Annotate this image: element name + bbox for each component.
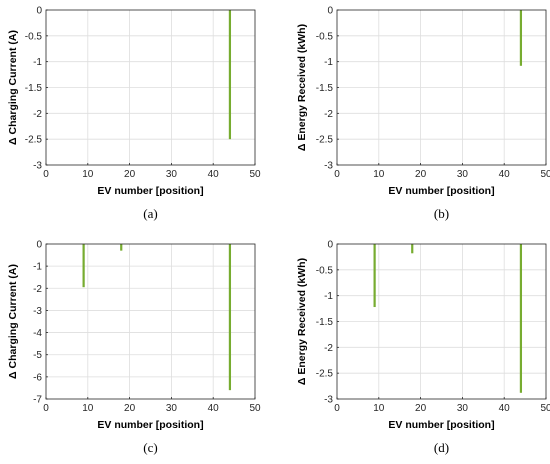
panel-label: (c) (143, 440, 157, 455)
y-tick-label: -1 (324, 291, 333, 302)
x-tick-label: 20 (415, 403, 427, 414)
plot-area (46, 244, 255, 399)
x-tick-label: 20 (124, 403, 136, 414)
y-tick-label: -1 (324, 57, 333, 68)
y-tick-label: -2.5 (316, 135, 334, 146)
x-tick-label: 50 (249, 403, 261, 414)
x-tick-label: 0 (43, 169, 49, 180)
y-tick-label: -2 (33, 109, 42, 120)
x-tick-label: 30 (166, 403, 178, 414)
y-tick-label: -7 (33, 395, 42, 406)
y-axis-title: Δ Energy Received (kWh) (296, 258, 308, 385)
bar (120, 244, 123, 251)
y-tick-label: -2 (324, 109, 333, 120)
x-tick-label: 30 (457, 169, 469, 180)
y-axis-title: Δ Charging Current (A) (7, 264, 19, 379)
bar (82, 244, 85, 288)
x-tick-label: 50 (540, 403, 550, 414)
y-tick-label: -2 (324, 343, 333, 354)
chart-panel: 0 10 20 30 40 50 0 -0.5 -1 -1.5 -2 -2.5 -3 EV number … (7, 6, 261, 222)
y-tick-label: -3 (324, 161, 333, 172)
x-tick-label: 0 (334, 169, 340, 180)
x-tick-label: 40 (208, 169, 220, 180)
y-tick-label: 0 (327, 6, 333, 17)
y-tick-label: -3 (33, 161, 42, 172)
x-axis-title: EV number [position] (97, 419, 203, 431)
x-tick-label: 40 (208, 403, 220, 414)
y-axis-title: Δ Charging Current (A) (7, 30, 19, 145)
y-tick-label: 0 (327, 240, 333, 251)
x-tick-label: 30 (166, 169, 178, 180)
chart-panel: 0 10 20 30 40 50 0 -0.5 -1 -1.5 -2 -2.5 -3 EV number … (296, 6, 550, 222)
panel-label: (a) (143, 206, 157, 221)
x-tick-label: 10 (82, 169, 94, 180)
y-tick-label: -0.5 (316, 265, 334, 276)
y-tick-label: -2 (33, 284, 42, 295)
panel-label: (b) (434, 206, 449, 221)
x-tick-label: 10 (82, 403, 94, 414)
chart-panel: 0 10 20 30 40 50 0 -1 -2 -3 -4 -5 -6 -7 EV number [pos… (7, 240, 261, 456)
y-tick-label: -5 (33, 350, 42, 361)
y-tick-label: -0.5 (316, 31, 334, 42)
x-tick-label: 0 (43, 403, 49, 414)
y-tick-label: -3 (33, 306, 42, 317)
x-tick-label: 10 (373, 169, 385, 180)
x-tick-label: 50 (249, 169, 261, 180)
bar (228, 244, 232, 391)
y-tick-label: -1.5 (316, 317, 334, 328)
y-tick-label: -2.5 (25, 135, 43, 146)
bar (373, 244, 376, 308)
y-tick-label: -4 (33, 328, 42, 339)
y-tick-label: 0 (36, 6, 42, 17)
x-tick-label: 30 (457, 403, 469, 414)
x-tick-label: 0 (334, 403, 340, 414)
y-tick-label: -1.5 (316, 83, 334, 94)
x-tick-label: 50 (540, 169, 550, 180)
y-tick-label: -1.5 (25, 83, 43, 94)
x-axis-title: EV number [position] (388, 185, 494, 197)
x-tick-label: 10 (373, 403, 385, 414)
y-tick-label: 0 (36, 240, 42, 251)
axes-frame (45, 243, 256, 400)
y-tick-label: -2.5 (316, 369, 334, 380)
y-tick-label: -1 (33, 262, 42, 273)
chart-panel: 0 10 20 30 40 50 0 -0.5 -1 -1.5 -2 -2.5 -3 EV number … (296, 240, 550, 456)
x-axis-title: EV number [position] (97, 185, 203, 197)
x-tick-label: 20 (124, 169, 136, 180)
y-tick-label: -6 (33, 372, 42, 383)
x-tick-label: 20 (415, 169, 427, 180)
y-tick-label: -0.5 (25, 31, 43, 42)
bar (519, 10, 523, 66)
y-axis-title: Δ Energy Received (kWh) (296, 24, 308, 151)
y-tick-label: -3 (324, 395, 333, 406)
bar (519, 244, 523, 393)
bar (228, 10, 232, 140)
x-tick-label: 40 (499, 403, 511, 414)
bar (411, 244, 414, 254)
panel-label: (d) (434, 440, 449, 455)
x-tick-label: 40 (499, 169, 511, 180)
x-axis-title: EV number [position] (388, 419, 494, 431)
y-tick-label: -1 (33, 57, 42, 68)
